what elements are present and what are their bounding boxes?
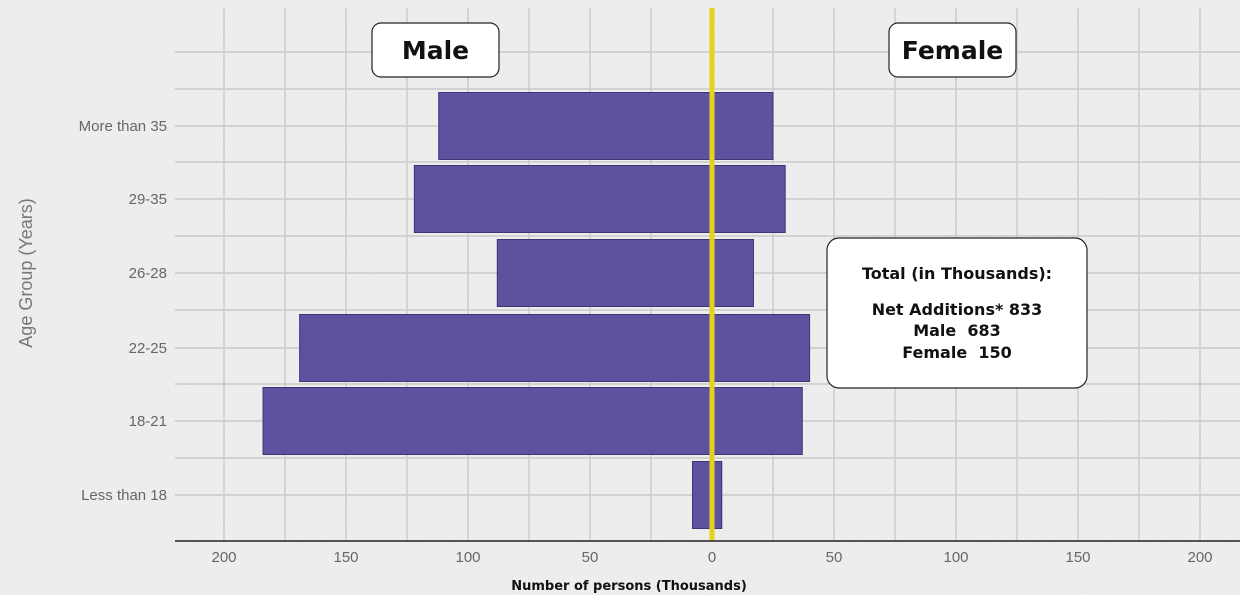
bar-female-5 xyxy=(711,92,774,160)
x-tick-label: 150 xyxy=(1065,549,1090,566)
x-axis-label: Number of persons (Thousands) xyxy=(511,579,747,594)
x-axis-ticks: 200 150 100 50 0 50 100 150 200 xyxy=(211,549,1212,566)
bar-female-2 xyxy=(711,314,811,382)
bar-male-1 xyxy=(262,387,713,455)
y-tick-label: 18-21 xyxy=(129,413,167,430)
totals-annotation-box: Total (in Thousands): Net Additions* 833… xyxy=(826,237,1088,389)
male-label-box: Male xyxy=(371,22,500,78)
female-label: Female xyxy=(902,36,1003,65)
x-tick-label: 200 xyxy=(211,549,236,566)
y-tick-label: Less than 18 xyxy=(81,487,167,504)
x-tick-label: 0 xyxy=(708,549,716,566)
y-axis-label: Age Group (Years) xyxy=(16,198,36,347)
x-tick-label: 100 xyxy=(943,549,968,566)
bar-male-0 xyxy=(691,461,713,529)
male-label: Male xyxy=(402,36,469,65)
bar-male-3 xyxy=(496,239,713,307)
y-tick-label: 29-35 xyxy=(129,191,167,208)
totals-male: Male 683 xyxy=(913,321,1001,340)
totals-title: Total (in Thousands): xyxy=(862,264,1052,283)
y-tick-label: 22-25 xyxy=(129,340,167,357)
bar-female-4 xyxy=(711,165,786,233)
totals-net-additions: Net Additions* 833 xyxy=(872,300,1043,319)
y-axis-ticks: Less than 18 18-21 22-25 26-28 29-35 More tha… xyxy=(79,118,167,504)
y-tick-label: More than 35 xyxy=(79,118,167,135)
totals-female: Female 150 xyxy=(902,343,1011,362)
x-tick-label: 100 xyxy=(455,549,480,566)
bar-male-4 xyxy=(413,165,713,233)
bar-male-2 xyxy=(299,314,713,382)
x-tick-label: 200 xyxy=(1187,549,1212,566)
bars xyxy=(262,92,811,529)
bar-male-5 xyxy=(438,92,713,160)
x-tick-label: 150 xyxy=(333,549,358,566)
female-label-box: Female xyxy=(888,22,1017,78)
bar-female-1 xyxy=(711,387,803,455)
x-tick-label: 50 xyxy=(826,549,843,566)
y-tick-label: 26-28 xyxy=(129,265,167,282)
x-tick-label: 50 xyxy=(582,549,599,566)
bar-female-3 xyxy=(711,239,754,307)
